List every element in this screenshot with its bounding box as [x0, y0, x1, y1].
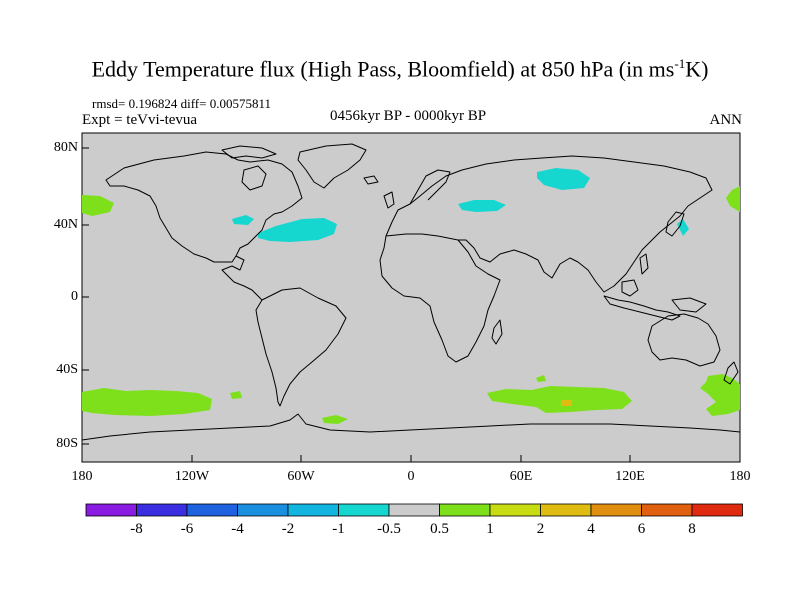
lon-label-120e: 120E — [615, 469, 645, 484]
lon-label-180e: 180 — [729, 469, 751, 484]
coastline-arctic-islands — [221, 145, 277, 159]
coastline-madagascar — [491, 319, 503, 345]
colorbar-swatch — [287, 503, 339, 517]
anomaly-shading — [82, 168, 740, 424]
colorbar-tick-label: -6 — [180, 521, 194, 537]
lat-label-80s: 80S — [56, 436, 78, 451]
lat-label-0: 0 — [71, 289, 78, 304]
map-title: Eddy Temperature flux (High Pass, Bloomf… — [91, 56, 709, 82]
colorbar-swatch — [186, 503, 238, 517]
coastline-new-guinea — [671, 297, 707, 313]
colorbar-tick-label: 2 — [536, 521, 545, 537]
lat-label-40n: 40N — [53, 217, 78, 232]
colorbar-swatch — [237, 503, 289, 517]
coastline-gulf-central-america — [221, 255, 263, 301]
coastline-greenland — [297, 143, 367, 189]
lat-label-40s: 40S — [56, 362, 78, 377]
season-label: ANN — [709, 112, 743, 128]
coastline-borneo — [621, 279, 639, 297]
experiment-label: Expt = teVvi-tevua — [82, 112, 198, 128]
anomaly-central-asia — [458, 200, 506, 212]
coastline-australia — [647, 313, 721, 367]
anomaly-south-atlantic-small — [322, 415, 348, 424]
coastlines — [81, 143, 741, 441]
colorbar-swatch — [439, 503, 491, 517]
anomaly-siberia — [537, 168, 590, 190]
coastline-north-america — [105, 151, 303, 263]
coastline-scandinavia — [409, 169, 451, 205]
colorbar-swatch — [691, 503, 743, 517]
anomaly-north-pacific-west — [726, 186, 740, 212]
axis-ticks — [82, 147, 631, 462]
colorbar-tick-label: 1 — [486, 521, 494, 537]
colorbar-tick-label: -2 — [281, 521, 295, 537]
lat-label-80n: 80N — [53, 140, 78, 155]
coastline-antarctica — [81, 413, 741, 441]
anomaly-south-indian-ocean — [487, 386, 632, 413]
anomaly-east-pacific-west-coast — [232, 215, 254, 225]
stats-line: rmsd= 0.196824 diff= 0.00575811 — [92, 96, 271, 111]
period-label: 0456kyr BP - 0000kyr BP — [329, 108, 487, 124]
anomaly-japan-coast — [677, 219, 689, 236]
anomaly-south-indian-small — [536, 375, 546, 382]
coastline-indonesia — [603, 295, 681, 321]
colorbar-tick-label: 8 — [688, 521, 696, 537]
colorbar-swatch — [388, 503, 440, 517]
anomaly-north-pacific-east — [82, 195, 114, 216]
colorbar-swatch — [641, 503, 693, 517]
coastline-africa — [379, 233, 501, 363]
colorbar-tick-label: 6 — [637, 521, 646, 537]
anomaly-south-pacific — [82, 388, 212, 416]
colorbar-swatch — [590, 503, 642, 517]
colorbar-swatch — [338, 503, 390, 517]
coastline-hudson — [241, 165, 267, 191]
colorbar — [85, 503, 743, 517]
colorbar-tick-label: 4 — [587, 521, 595, 537]
coastline-eurasia — [385, 155, 713, 293]
anomaly-south-indian-peak — [561, 400, 572, 406]
colorbar-tick-label: -0.5 — [377, 521, 401, 537]
coastline-new-zealand — [723, 361, 739, 385]
coastline-japan — [665, 211, 685, 237]
lon-label-180w: 180 — [71, 469, 93, 484]
colorbar-tick-label: -1 — [332, 521, 345, 537]
colorbar-swatch — [136, 503, 188, 517]
colorbar-swatch — [85, 503, 137, 517]
colorbar-tick-label: -4 — [231, 521, 244, 537]
coastline-iceland — [363, 175, 379, 185]
lon-label-60e: 60E — [509, 469, 533, 484]
colorbar-swatch — [489, 503, 541, 517]
colorbar-tick-label: 0.5 — [430, 521, 449, 537]
coastline-south-america — [255, 287, 347, 407]
colorbar-tick-label: -8 — [130, 521, 143, 537]
coastline-philippines — [639, 253, 649, 275]
anomaly-north-atlantic — [258, 218, 337, 242]
anomaly-south-pacific-small — [230, 391, 242, 399]
lon-label-0: 0 — [407, 469, 415, 484]
lon-label-60w: 60W — [287, 469, 315, 484]
coastline-british-isles — [383, 191, 395, 209]
colorbar-swatch — [540, 503, 592, 517]
anomaly-south-of-australia — [700, 374, 740, 416]
lon-label-120w: 120W — [174, 469, 210, 484]
